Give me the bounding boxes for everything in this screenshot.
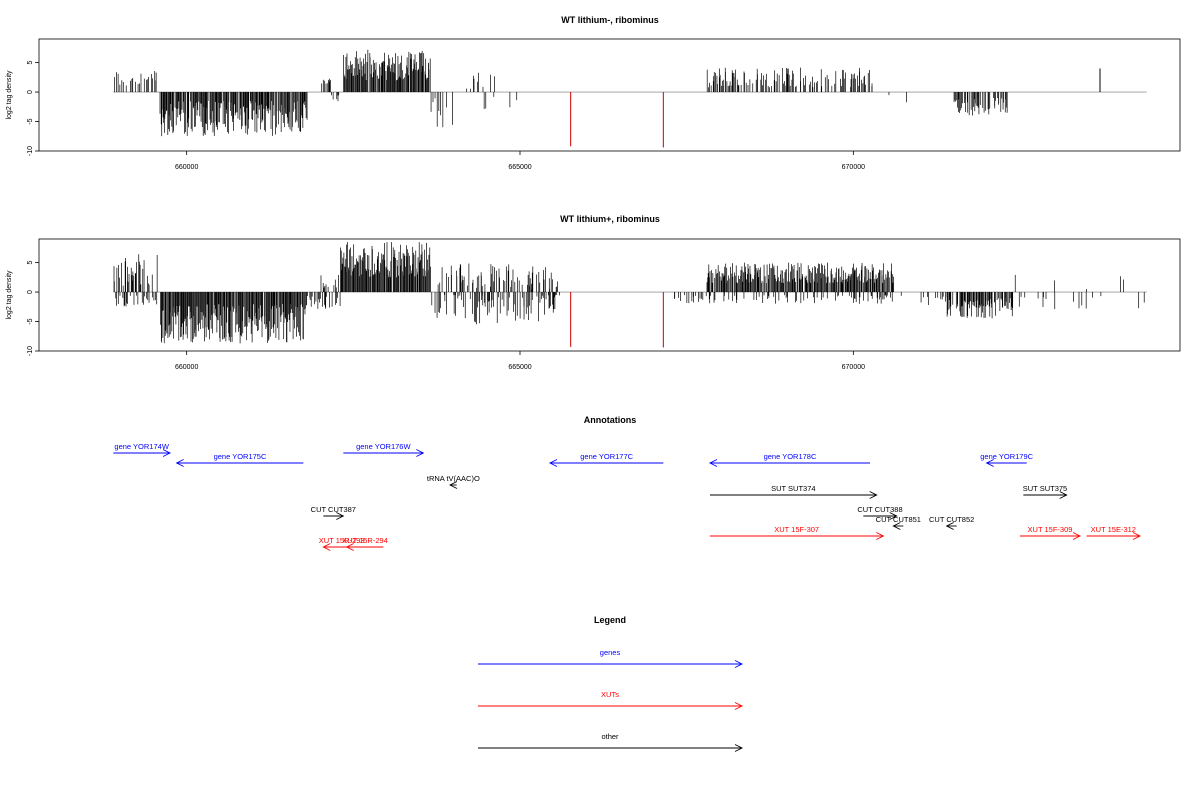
feature-label: tRNA tV(AAC)O (427, 474, 480, 483)
x-tick-label: 665000 (508, 364, 531, 371)
annotations-title: Annotations (584, 415, 637, 425)
annotation-feature: XUT 15R-294 (342, 536, 388, 551)
legend-label: XUTs (601, 690, 619, 699)
feature-label: CUT CUT852 (929, 515, 974, 524)
x-tick-label: 665000 (508, 164, 531, 171)
feature-arrow-head (985, 459, 994, 467)
annotation-feature: gene YOR179C (980, 452, 1034, 467)
feature-arrow-head (708, 459, 718, 467)
feature-label: XUT 15F-307 (774, 525, 819, 534)
y-axis-label: log2 tag density (6, 70, 13, 120)
panel-title: WT lithium-, ribominus (561, 15, 659, 25)
feature-label: gene YOR175C (214, 452, 267, 461)
feature-arrow-head (889, 512, 898, 520)
x-tick-label: 660000 (175, 364, 198, 371)
feature-arrow-head (1132, 532, 1142, 540)
feature-label: gene YOR179C (980, 452, 1033, 461)
y-tick-label: -10 (27, 146, 34, 156)
legend: Legend genes XUTs other (478, 615, 744, 752)
x-axis: 660000 665000 670000 (175, 151, 865, 171)
feature-arrow-head (322, 543, 331, 551)
annotation-feature: gene YOR178C (708, 452, 870, 467)
feature-label: XUT 15R-294 (342, 536, 388, 545)
y-tick-label: -5 (27, 118, 34, 124)
feature-arrow-head (175, 459, 184, 467)
feature-label: SUT SUT374 (771, 484, 815, 493)
annotation-feature: gene YOR177C (548, 452, 664, 467)
feature-label: gene YOR177C (580, 452, 633, 461)
feature-arrow-head (892, 522, 901, 530)
density-bars (113, 242, 1147, 348)
feature-list: gene YOR174W gene YOR175C gene YOR176W gene… (113, 442, 1142, 551)
y-tick-label: 0 (27, 290, 34, 294)
feature-arrow-head (162, 449, 172, 457)
y-tick-label: -10 (27, 346, 34, 356)
feature-label: CUT CUT387 (311, 505, 356, 514)
feature-label: SUT SUT375 (1023, 484, 1067, 493)
feature-label: CUT CUT851 (876, 515, 921, 524)
legend-arrow-head (734, 702, 744, 710)
feature-label: gene YOR178C (764, 452, 817, 461)
y-axis: -10 -5 0 5 (27, 261, 39, 356)
annotation-feature: CUT CUT388 (857, 505, 903, 520)
feature-label: XUT 15F-309 (1028, 525, 1073, 534)
x-tick-label: 670000 (842, 364, 865, 371)
feature-arrow-head (448, 481, 458, 489)
plot-frame (38, 238, 1181, 352)
feature-label: XUT 15R-293 (319, 536, 365, 545)
x-tick-label: 660000 (175, 164, 198, 171)
panel-lithium-minus: WT lithium-, ribominus log2 tag density … (6, 15, 1181, 171)
annotation-feature: gene YOR176W (343, 442, 425, 457)
x-axis: 660000 665000 670000 (175, 351, 865, 371)
legend-label: other (601, 732, 619, 741)
feature-label: gene YOR174W (114, 442, 169, 451)
legend-item: other (478, 732, 744, 752)
y-axis: -10 -5 0 5 (27, 61, 39, 156)
feature-arrow-head (945, 522, 954, 530)
feature-label: CUT CUT388 (857, 505, 902, 514)
legend-items: genes XUTs other (478, 648, 744, 752)
y-tick-label: 5 (27, 261, 34, 265)
y-tick-label: 0 (27, 90, 34, 94)
legend-item: genes (478, 648, 744, 668)
annotation-feature: XUT 15E-312 (1086, 525, 1142, 540)
feature-arrow-head (869, 491, 878, 499)
legend-item: XUTs (478, 690, 744, 710)
annotation-feature: gene YOR175C (175, 452, 304, 467)
annotation-feature: XUT 15F-309 (1020, 525, 1082, 540)
feature-label: gene YOR176W (356, 442, 411, 451)
feature-arrow-head (1072, 532, 1082, 540)
annotation-feature: CUT CUT387 (311, 505, 356, 520)
x-tick-label: 670000 (842, 164, 865, 171)
annotation-feature: gene YOR174W (113, 442, 172, 457)
legend-title: Legend (594, 615, 626, 625)
annotation-feature: XUT 15F-307 (710, 525, 885, 540)
y-axis-label: log2 tag density (6, 270, 13, 320)
feature-arrow-head (548, 459, 558, 467)
legend-arrow-head (734, 744, 744, 752)
y-tick-label: -5 (27, 318, 34, 324)
feature-label: XUT 15E-312 (1091, 525, 1136, 534)
feature-arrow-head (416, 449, 425, 457)
density-bars (113, 49, 1147, 148)
panel-title: WT lithium+, ribominus (560, 214, 660, 224)
feature-arrow-head (345, 543, 354, 551)
annotation-feature: SUT SUT374 (710, 484, 878, 499)
plot-frame (38, 38, 1181, 152)
legend-arrow-head (734, 660, 744, 668)
annotation-feature: CUT CUT852 (929, 515, 974, 530)
feature-arrow-head (876, 532, 885, 540)
feature-arrow-head (1059, 491, 1068, 499)
panel-lithium-plus: WT lithium+, ribominus log2 tag density … (6, 214, 1181, 371)
y-tick-label: 5 (27, 61, 34, 65)
annotation-feature: SUT SUT375 (1023, 484, 1068, 499)
annotation-feature: tRNA tV(AAC)O (427, 474, 480, 489)
legend-label: genes (600, 648, 621, 657)
annotation-feature: CUT CUT851 (876, 515, 921, 530)
feature-arrow-head (336, 512, 345, 520)
